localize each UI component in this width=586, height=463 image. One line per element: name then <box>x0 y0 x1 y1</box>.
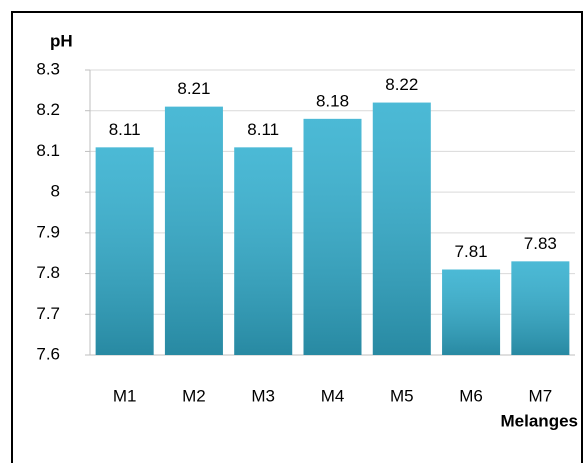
y-tick-label: 8.3 <box>36 59 60 78</box>
data-label: 7.83 <box>524 234 557 253</box>
frame <box>11 11 583 463</box>
x-tick-label: M2 <box>182 386 206 405</box>
x-tick-label: M3 <box>251 386 275 405</box>
data-label: 8.22 <box>385 75 418 94</box>
bar-shade <box>234 147 293 355</box>
bar-shade <box>95 147 154 355</box>
y-axis-title: pH <box>50 31 73 50</box>
bar-shade <box>511 261 570 355</box>
data-label: 8.21 <box>177 79 210 98</box>
plot-area: 7.6 7.7 7.8 7.9 8 8.1 8.2 8.3 M1 8.11 M2 8.21 M3 8.11… <box>36 59 575 405</box>
y-tick-label: 8.1 <box>36 141 60 160</box>
x-tick-label: M7 <box>529 386 553 405</box>
data-label: 8.18 <box>316 91 349 110</box>
x-tick-label: M5 <box>390 386 414 405</box>
bar-shade <box>442 269 501 355</box>
data-label: 7.81 <box>455 242 488 261</box>
y-tick-label: 7.6 <box>36 344 60 363</box>
bar-shade <box>372 102 431 355</box>
y-tick-label: 8.2 <box>36 100 60 119</box>
y-tick-label: 7.9 <box>36 222 60 241</box>
data-label: 8.11 <box>247 120 279 139</box>
x-tick-label: M6 <box>459 386 483 405</box>
y-tick-label: 7.7 <box>36 304 60 323</box>
y-tick-label: 7.8 <box>36 263 60 282</box>
x-axis-title: Melanges <box>501 411 578 430</box>
x-tick-label: M1 <box>113 386 137 405</box>
data-label: 8.11 <box>109 120 141 139</box>
bar-shade <box>303 118 362 355</box>
y-tick-label: 8 <box>51 182 60 201</box>
bar-shade <box>164 106 223 356</box>
x-tick-label: M4 <box>321 386 345 405</box>
